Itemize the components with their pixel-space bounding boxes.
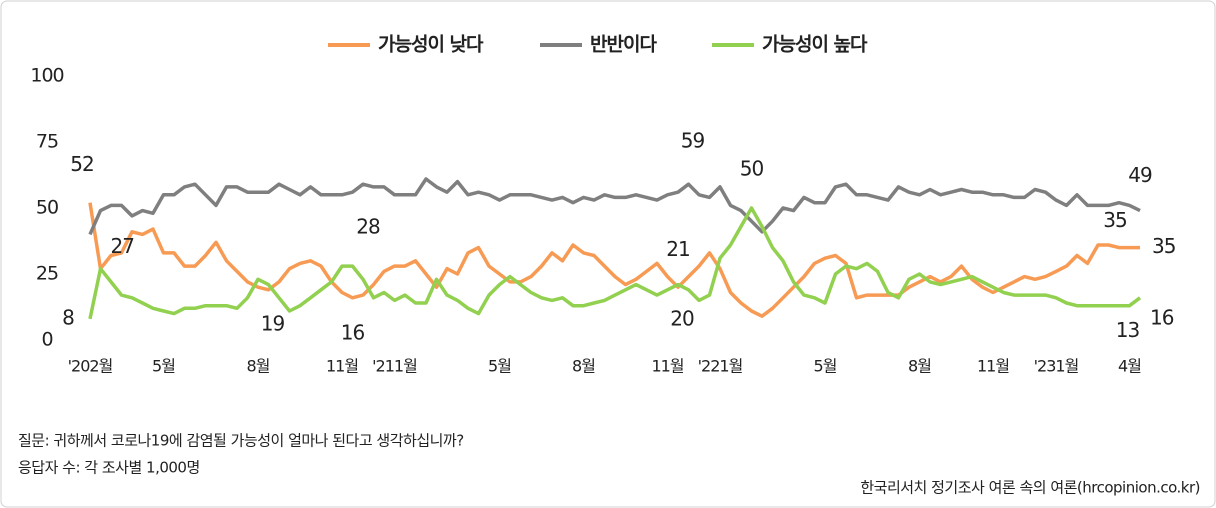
- data-label: 59: [681, 129, 705, 153]
- series-line: [88, 202, 1140, 318]
- legend-label: 반반이다: [590, 34, 657, 56]
- x-tick-label: 5월: [814, 357, 837, 376]
- series-line: [88, 206, 1142, 320]
- x-tick-label: 4월: [1118, 357, 1141, 376]
- legend-label: 가능성이 높다: [762, 34, 868, 56]
- x-tick-label: '231월: [1034, 357, 1079, 376]
- data-label: 50: [740, 157, 764, 181]
- data-label: 49: [1128, 163, 1152, 187]
- data-label: 52: [70, 152, 93, 176]
- x-tick-label: 5월: [488, 357, 511, 376]
- y-tick-label: 75: [36, 131, 58, 153]
- x-tick-label: 8월: [908, 357, 931, 376]
- data-label: 35: [1103, 208, 1126, 232]
- data-label: 8: [62, 305, 74, 329]
- series-line: [88, 177, 1141, 236]
- legend-label: 가능성이 낮다: [378, 34, 484, 56]
- sample-note: 응답자 수: 각 조사별 1,000명: [18, 459, 200, 477]
- x-tick-label: 8월: [572, 357, 595, 376]
- y-tick-label: 50: [36, 197, 58, 219]
- data-label: 28: [356, 215, 380, 239]
- data-label: 13: [1116, 318, 1140, 342]
- y-tick-label: 100: [30, 65, 63, 87]
- data-label: 19: [261, 311, 285, 335]
- data-label: 16: [341, 320, 365, 344]
- x-tick-label: '221월: [698, 357, 743, 376]
- x-tick-label: 8월: [247, 357, 270, 376]
- x-tick-label: '211월: [372, 357, 417, 376]
- data-label: 27: [111, 234, 135, 258]
- question: 질문: 귀하께서 코로나19에 감염될 가능성이 얼마나 된다고 생각하십니까?: [18, 432, 464, 450]
- x-tick-label: 11월: [651, 357, 683, 376]
- y-tick-label: 25: [36, 263, 58, 285]
- x-tick-label: 11월: [977, 357, 1009, 376]
- x-tick-label: '202월: [68, 357, 113, 376]
- x-tick-label: 5월: [152, 357, 175, 376]
- y-tick-label: 0: [41, 329, 52, 351]
- source: 한국리서치 정기조사 여론 속의 여론(hrcopinion.co.kr): [860, 479, 1200, 497]
- x-tick-label: 11월: [326, 357, 358, 376]
- data-label: 20: [670, 307, 694, 331]
- data-label: 35: [1152, 234, 1175, 258]
- data-label: 16: [1150, 305, 1174, 329]
- data-label: 21: [666, 237, 689, 261]
